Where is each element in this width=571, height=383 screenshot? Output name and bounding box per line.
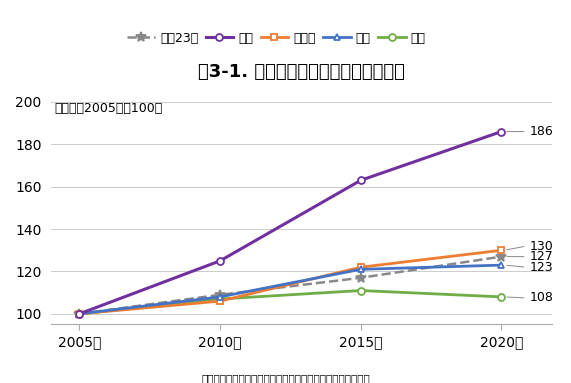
Text: 108: 108 xyxy=(529,291,553,304)
Text: 130: 130 xyxy=(529,239,553,252)
Title: 図3-1. 未就学児のいる夫婦世帯の推移: 図3-1. 未就学児のいる夫婦世帯の推移 xyxy=(198,64,405,82)
北部 xyxy=(498,263,505,267)
都心 xyxy=(216,259,223,263)
北部 xyxy=(357,267,364,272)
都心 xyxy=(357,178,364,183)
東部 xyxy=(216,297,223,301)
東京23区 xyxy=(76,311,83,316)
Text: 123: 123 xyxy=(529,261,553,274)
東京23区 xyxy=(357,275,364,280)
東部 xyxy=(76,311,83,316)
Line: 東京23区: 東京23区 xyxy=(74,252,506,319)
Line: 東部: 東部 xyxy=(76,287,505,317)
都心 xyxy=(76,311,83,316)
Text: 127: 127 xyxy=(529,250,553,263)
北部 xyxy=(76,311,83,316)
東京23区 xyxy=(498,254,505,259)
Text: 出典：総務省「国勢調査」を基にニッセイ基礎研究所で作成: 出典：総務省「国勢調査」を基にニッセイ基礎研究所で作成 xyxy=(201,373,370,383)
都心 xyxy=(498,129,505,134)
Line: 南西部: 南西部 xyxy=(76,247,505,317)
Text: 186: 186 xyxy=(529,125,553,138)
北部 xyxy=(216,295,223,299)
南西部 xyxy=(498,248,505,252)
東部 xyxy=(498,295,505,299)
Legend: 東京23区, 都心, 南西部, 北部, 東部: 東京23区, 都心, 南西部, 北部, 東部 xyxy=(127,32,426,45)
南西部 xyxy=(216,299,223,303)
南西部 xyxy=(76,311,83,316)
南西部 xyxy=(357,265,364,270)
Line: 北部: 北部 xyxy=(76,262,505,317)
Text: （指数：2005年＝100）: （指数：2005年＝100） xyxy=(54,102,162,115)
Line: 都心: 都心 xyxy=(76,128,505,317)
東部 xyxy=(357,288,364,293)
東京23区 xyxy=(216,293,223,297)
